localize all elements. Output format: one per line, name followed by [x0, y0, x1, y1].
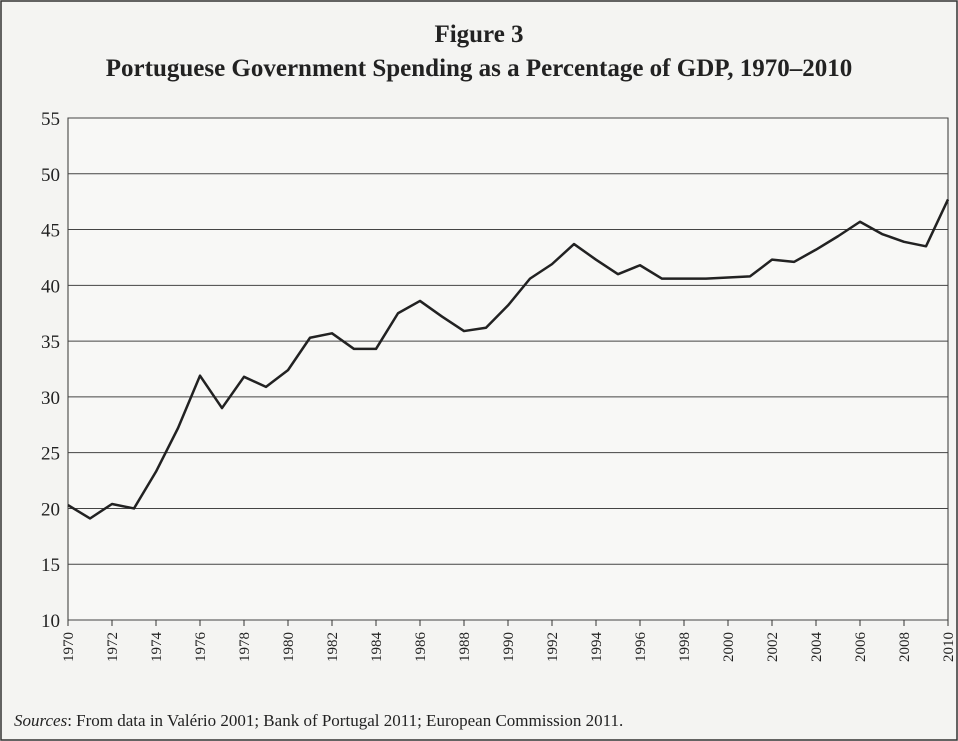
x-tick-label: 1980 [281, 632, 297, 662]
x-tick-label: 1972 [105, 632, 121, 662]
x-tick-label: 1970 [61, 632, 77, 662]
x-tick-label: 1986 [413, 632, 429, 663]
x-tick-label: 2000 [721, 632, 737, 662]
x-tick-label: 1990 [501, 632, 517, 662]
plot-area [67, 117, 949, 621]
y-tick-label: 55 [41, 109, 60, 130]
x-tick-label: 2004 [809, 632, 825, 663]
x-tick-label: 1998 [677, 632, 693, 662]
y-tick-label: 35 [41, 332, 60, 353]
x-tick-label: 1994 [589, 632, 605, 663]
x-tick-label: 1996 [633, 632, 649, 663]
x-tick-label: 1988 [457, 632, 473, 662]
x-tick-label: 1992 [545, 632, 561, 662]
y-tick-label: 25 [41, 444, 60, 465]
y-tick-label: 30 [41, 388, 60, 409]
x-tick-label: 1982 [325, 632, 341, 662]
source-label: Sources [14, 711, 68, 730]
y-tick-label: 40 [41, 276, 60, 297]
x-tick-label: 2006 [853, 632, 869, 663]
y-tick-label: 15 [41, 555, 60, 576]
chart-title: Figure 3 [434, 21, 523, 48]
y-tick-label: 45 [41, 221, 60, 242]
data-line [67, 198, 950, 520]
x-tick-label: 2008 [897, 632, 913, 662]
source-text: : From data in Valério 2001; Bank of Por… [67, 711, 623, 730]
x-tick-label: 1974 [149, 632, 165, 663]
x-tick-label: 1976 [193, 632, 209, 663]
chart-subtitle: Portuguese Government Spending as a Perc… [106, 55, 852, 82]
source: Sources: From data in Valério 2001; Bank… [14, 711, 623, 730]
y-tick-label: 50 [41, 165, 60, 186]
y-tick-label: 20 [41, 499, 60, 520]
x-tick-label: 2002 [765, 632, 781, 662]
y-tick-label: 10 [41, 611, 60, 632]
x-tick-label: 1978 [237, 632, 253, 662]
x-tick-label: 1984 [369, 632, 385, 663]
x-tick-label: 2010 [941, 632, 957, 662]
